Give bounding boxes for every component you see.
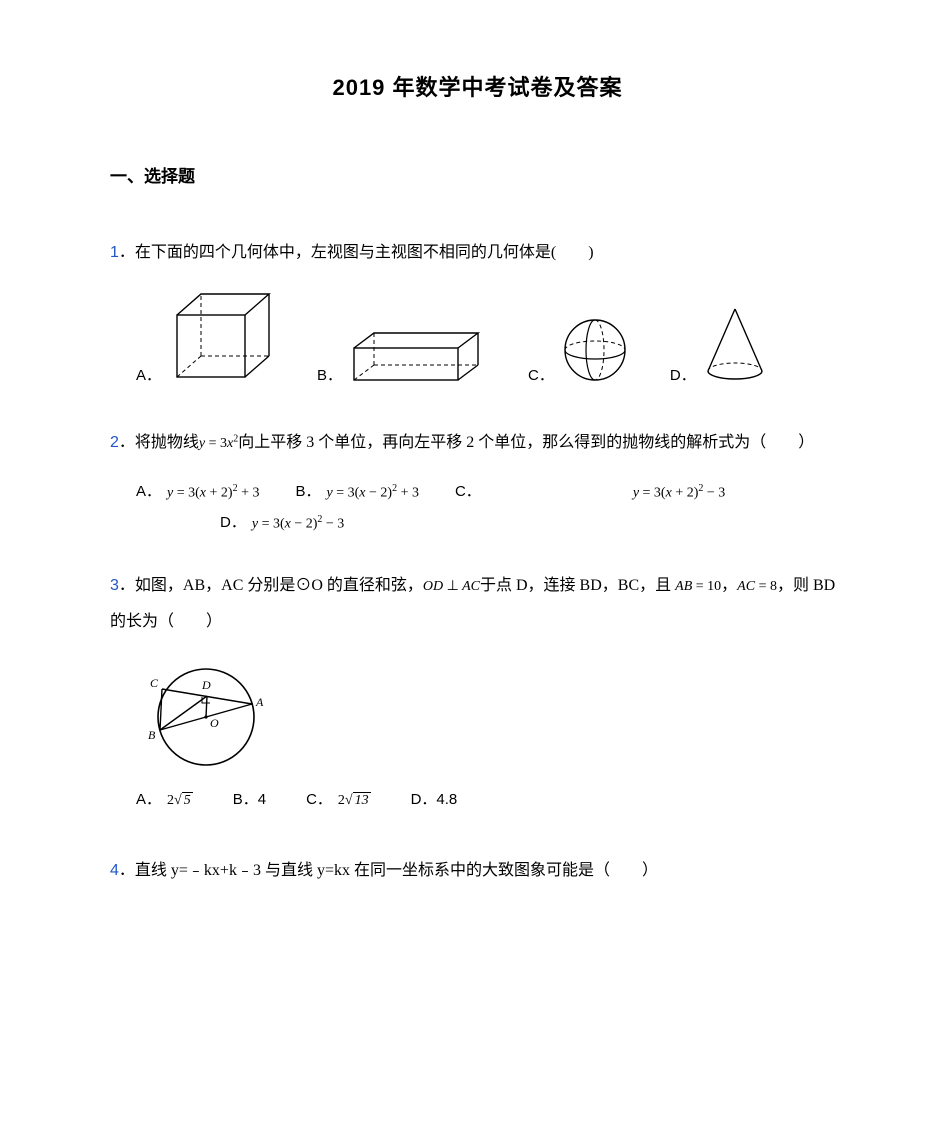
q2-opt-c-formula: y = 3(x + 2)2 − 3: [633, 483, 725, 502]
q2-opt-a-label: A．: [136, 480, 161, 501]
label-B: B: [148, 728, 156, 742]
q3-opt-b: B．4: [233, 788, 266, 809]
sphere-icon: [560, 315, 630, 385]
q2-opt-b-label: B．: [295, 480, 320, 501]
label-C: C: [150, 676, 159, 690]
q2-opt-a-formula: y = 3(x + 2)2 + 3: [167, 483, 259, 502]
q2-opt-a: A． y = 3(x + 2)2 + 3: [136, 480, 259, 501]
q1-text: ．在下面的四个几何体中，左视图与主视图不相同的几何体是( ): [119, 244, 594, 261]
q2-opt-d-formula: y = 3(x − 2)2 − 3: [252, 514, 344, 533]
q3-options: A． 2√5 B．4 C． 2√13 D．4.8: [136, 788, 845, 809]
q2-options-row2: D． y = 3(x − 2)2 − 3: [220, 511, 845, 532]
q2-opt-d-label: D．: [220, 511, 246, 532]
q2-opt-b: B． y = 3(x − 2)2 + 3: [295, 480, 418, 501]
cone-icon: [702, 305, 768, 385]
q1-opt-c-label: C．: [528, 364, 554, 385]
cuboid-icon: [348, 330, 488, 385]
q1-opt-a: A．: [136, 290, 277, 385]
question-1: 1．在下面的四个几何体中，左视图与主视图不相同的几何体是( ): [110, 235, 845, 270]
q2-opt-d: D． y = 3(x − 2)2 − 3: [220, 511, 344, 532]
q1-opt-b: B．: [317, 330, 488, 385]
q3-text-2: 于点 D，连接 BD，BC，且: [480, 577, 671, 594]
q3-opt-c-sqrt: 13: [353, 792, 371, 808]
q1-opt-c: C．: [528, 315, 630, 385]
cube-icon: [167, 290, 277, 385]
q2-stem-formula: y = 3x2: [199, 436, 238, 451]
q2-options-row1: A． y = 3(x + 2)2 + 3 B． y = 3(x − 2)2 + …: [136, 480, 845, 501]
q2-text-pre: ．将抛物线: [119, 434, 199, 451]
q3-text-1: ．如图，AB，AC 分别是⊙O 的直径和弦，: [119, 577, 423, 594]
q3-opt-a: A． 2√5: [136, 788, 193, 809]
q3-opt-c-prefix: 2: [338, 793, 345, 808]
q3-opt-c-label: C．: [306, 788, 332, 809]
q3-f2: AB = 10: [675, 579, 721, 594]
exam-page: 2019 年数学中考试卷及答案 一、选择题 1．在下面的四个几何体中，左视图与主…: [0, 0, 945, 1123]
circle-diagram-icon: A B C D O: [140, 659, 270, 774]
q1-number: 1: [110, 244, 119, 261]
page-title: 2019 年数学中考试卷及答案: [110, 70, 845, 102]
q2-opt-c-label: C．: [455, 480, 481, 501]
q3-sep: ，: [721, 577, 737, 594]
q3-opt-a-sqrt: 5: [182, 792, 193, 808]
question-4: 4．直线 y=﹣kx+k﹣3 与直线 y=kx 在同一坐标系中的大致图象可能是（…: [110, 853, 845, 888]
q3-opt-c: C． 2√13: [306, 788, 371, 809]
q3-opt-a-label: A．: [136, 788, 161, 809]
q3-f3: AC = 8: [737, 579, 777, 594]
q2-opt-b-formula: y = 3(x − 2)2 + 3: [327, 483, 419, 502]
q3-opt-b-label: B．4: [233, 788, 266, 809]
q3-opt-d-label: D．4.8: [411, 788, 458, 809]
q3-f1: OD ⊥ AC: [423, 579, 480, 594]
q1-opt-a-label: A．: [136, 364, 161, 385]
q1-opt-d-label: D．: [670, 364, 696, 385]
question-2: 2．将抛物线y = 3x2向上平移 3 个单位，再向左平移 2 个单位，那么得到…: [110, 425, 845, 460]
q3-opt-d: D．4.8: [411, 788, 458, 809]
label-A: A: [255, 695, 264, 709]
q1-opt-d: D．: [670, 305, 768, 385]
q2-text-post: 向上平移 3 个单位，再向左平移 2 个单位，那么得到的抛物线的解析式为（ ）: [238, 434, 814, 451]
q1-opt-b-label: B．: [317, 364, 342, 385]
q4-number: 4: [110, 862, 119, 879]
q3-figure: A B C D O: [140, 659, 845, 774]
q3-opt-a-prefix: 2: [167, 793, 174, 808]
q2-number: 2: [110, 434, 119, 451]
section-heading: 一、选择题: [110, 162, 845, 187]
q3-number: 3: [110, 577, 119, 594]
q4-text: ．直线 y=﹣kx+k﹣3 与直线 y=kx 在同一坐标系中的大致图象可能是（ …: [119, 862, 658, 879]
q2-opt-c: C． y = 3(x + 2)2 − 3: [455, 480, 725, 501]
question-3: 3．如图，AB，AC 分别是⊙O 的直径和弦，OD ⊥ AC于点 D，连接 BD…: [110, 568, 845, 638]
label-D: D: [201, 678, 211, 692]
label-O: O: [210, 716, 219, 730]
q1-options: A． B．: [136, 290, 845, 385]
